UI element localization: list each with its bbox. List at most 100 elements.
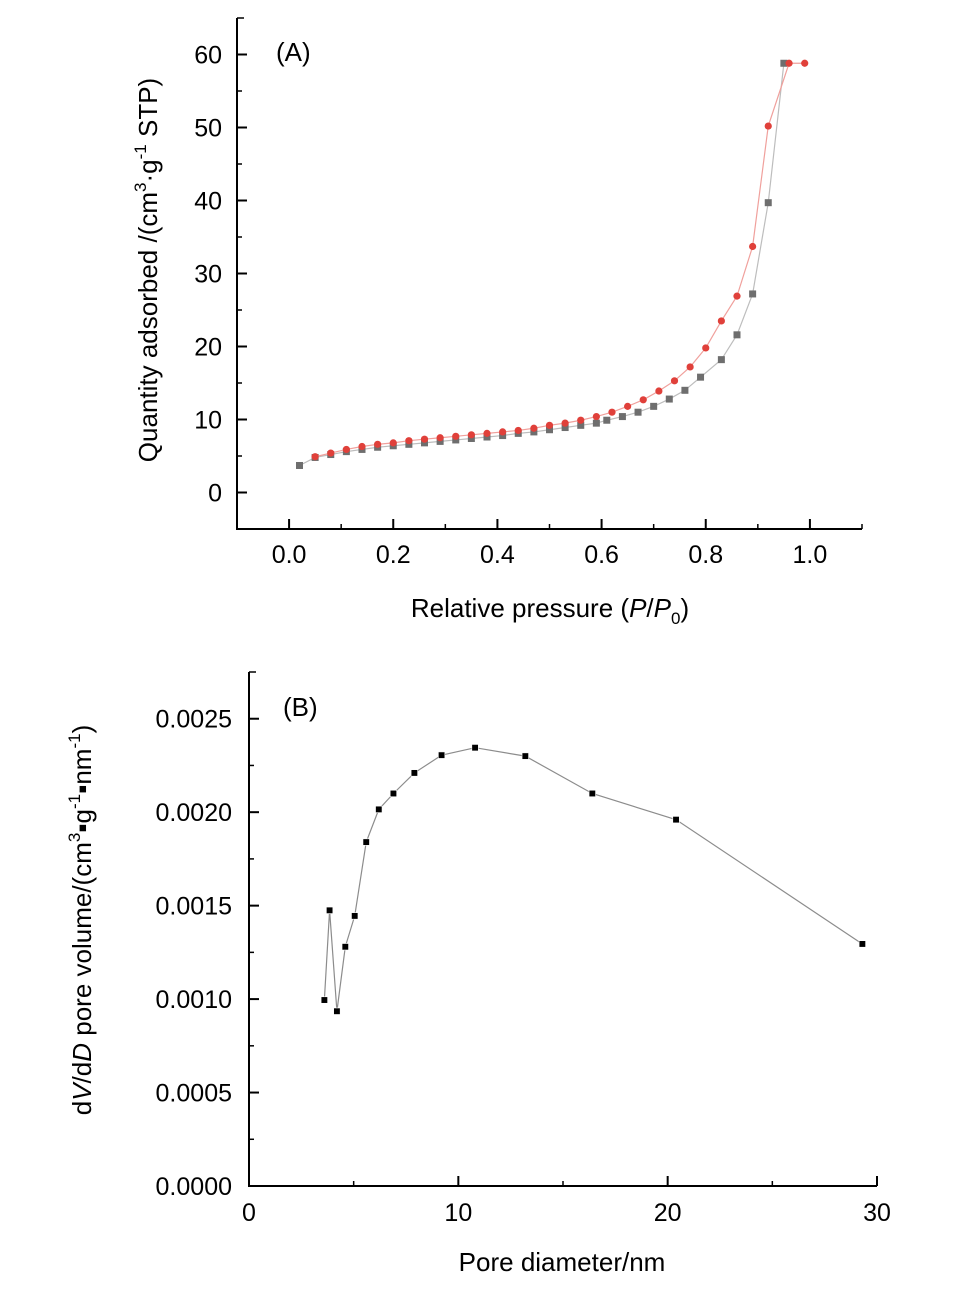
- data-point: [351, 912, 359, 920]
- data-point: [801, 59, 809, 67]
- data-point: [650, 402, 658, 410]
- data-point: [655, 387, 663, 395]
- panel-b-tick-labels: 0 10 20 30 0.0000 0.0005 0.0010 0.0015 0.0020 0.0…: [156, 706, 891, 1227]
- x-title-part: ): [680, 593, 689, 623]
- data-point: [421, 439, 428, 447]
- x-title-part: Relative pressure (: [411, 593, 630, 623]
- data-point: [296, 461, 303, 469]
- x-tick-label: 0.4: [480, 541, 515, 569]
- data-point: [374, 440, 382, 448]
- y-title-superscript: 3: [65, 833, 84, 842]
- y-title-part: ·g: [133, 159, 163, 182]
- data-point: [546, 426, 553, 434]
- y-title-part: STP): [133, 78, 163, 144]
- panel-b-ticks: [248, 717, 878, 1187]
- x-title-part: P: [629, 593, 647, 623]
- y-tick-label: 50: [194, 115, 222, 143]
- y-title-part: pore volume/(cm: [67, 842, 97, 1043]
- data-point: [436, 437, 444, 445]
- x-tick-label: 0.0: [272, 541, 307, 569]
- x-tick-label: 0: [242, 1199, 256, 1227]
- data-point: [471, 744, 479, 752]
- data-point: [733, 292, 741, 300]
- data-point: [389, 439, 397, 447]
- y-title-superscript: -1: [65, 794, 84, 809]
- y-tick-label: 0.0010: [156, 986, 232, 1014]
- y-tick-label: 10: [194, 407, 222, 435]
- x-tick-label: 0.8: [688, 541, 723, 569]
- x-title-part: P: [654, 593, 672, 623]
- y-title-superscript: 3: [131, 183, 150, 192]
- y-tick-label: 40: [194, 188, 222, 216]
- data-point: [420, 435, 429, 443]
- data-point: [764, 199, 772, 207]
- data-point: [618, 413, 626, 421]
- data-point: [405, 437, 413, 445]
- data-point: [592, 419, 600, 427]
- x-title-part: /: [646, 593, 654, 623]
- y-tick-label: 0.0000: [156, 1173, 232, 1201]
- x-tick-label: 0.6: [584, 541, 619, 569]
- y-tick-label: 0: [208, 480, 222, 508]
- x-tick-label: 20: [654, 1199, 682, 1227]
- panel-b-x-axis-title: Pore diameter/nm: [459, 1247, 666, 1277]
- data-point: [327, 449, 335, 457]
- data-point: [780, 59, 788, 67]
- data-point: [342, 445, 350, 454]
- y-title-part: ▪nm: [67, 749, 97, 794]
- data-point: [577, 416, 585, 424]
- data-point: [672, 816, 680, 824]
- data-point: [858, 940, 866, 948]
- data-point: [561, 424, 569, 432]
- series-line: [299, 63, 785, 467]
- data-point: [410, 769, 418, 777]
- data-point: [311, 453, 319, 461]
- data-point: [438, 751, 446, 759]
- y-title-part: d: [67, 1101, 97, 1115]
- series-adsorption: [296, 59, 788, 469]
- series-line: [323, 747, 863, 1012]
- data-point: [681, 386, 689, 394]
- data-point: [697, 373, 705, 381]
- data-point: [467, 434, 475, 442]
- data-point: [530, 424, 538, 432]
- data-point: [577, 421, 585, 429]
- data-point: [592, 412, 600, 421]
- y-tick-label: 0.0025: [156, 706, 232, 734]
- series-pore-size-distribution: [320, 744, 866, 1015]
- data-point: [561, 419, 569, 427]
- y-title-superscript: -1: [65, 733, 84, 748]
- data-point: [670, 377, 679, 385]
- data-point: [717, 317, 725, 325]
- y-tick-label: 20: [194, 334, 222, 362]
- data-point: [362, 838, 370, 846]
- data-point: [608, 408, 616, 416]
- y-tick-label: 0.0005: [156, 1080, 232, 1108]
- series-line: [314, 62, 805, 458]
- panel-a-ticks: [237, 53, 863, 529]
- data-point: [764, 122, 772, 130]
- panel-a-tick-labels: 0.0 0.2 0.4 0.6 0.8 1.0 0 10 20 30 40 50 60: [194, 42, 827, 570]
- y-title-superscript: -1: [131, 144, 150, 159]
- panel-b: 0 10 20 30 0.0000 0.0005 0.0010 0.0015 0.0020 0.0…: [65, 671, 891, 1277]
- panel-a-x-axis-title: Relative pressure (P/P0): [411, 593, 689, 628]
- panel-b-series: [320, 744, 866, 1015]
- data-point: [358, 442, 366, 451]
- data-point: [483, 433, 491, 441]
- panel-a-y-axis-title: Quantity adsorbed /(cm3·g-1 STP): [131, 78, 163, 462]
- data-point: [405, 440, 413, 448]
- data-point: [749, 242, 757, 251]
- y-title-part: Quantity adsorbed /(cm: [133, 192, 163, 462]
- data-point: [389, 789, 397, 798]
- panel-a-series: [296, 59, 809, 469]
- y-tick-label: 30: [194, 261, 222, 289]
- data-point: [467, 431, 475, 439]
- y-title-part: D: [67, 1043, 97, 1062]
- data-point: [603, 416, 611, 424]
- data-point: [375, 805, 383, 813]
- panel-b-axes: [248, 671, 877, 1187]
- panel-b-label: (B): [283, 692, 318, 722]
- y-tick-label: 60: [194, 42, 222, 70]
- data-point: [499, 428, 507, 436]
